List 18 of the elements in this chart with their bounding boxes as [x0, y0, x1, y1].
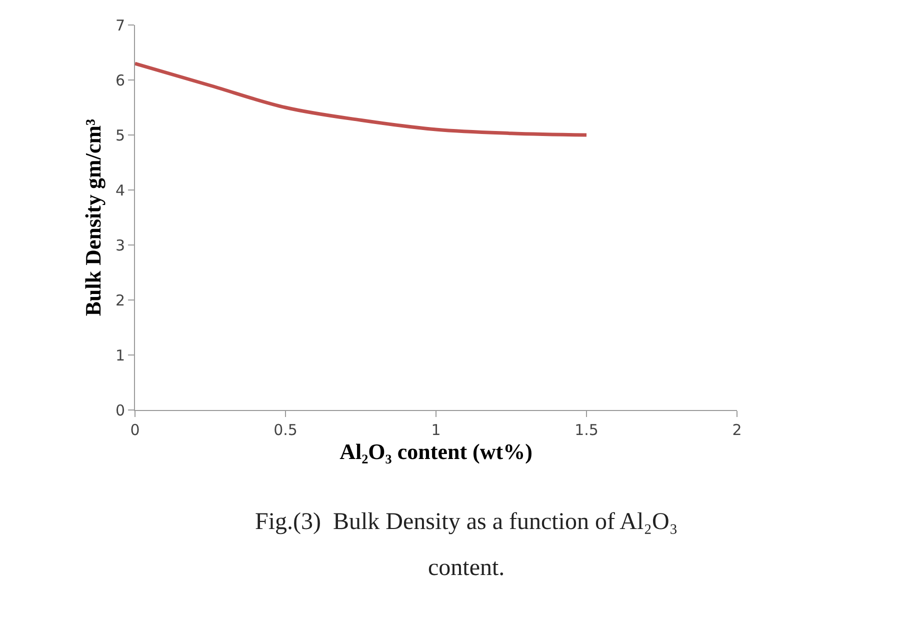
- text: content.: [428, 555, 505, 581]
- x-tick-label: 0.5: [274, 421, 298, 439]
- y-tick-label: 2: [115, 291, 125, 310]
- y-tick-label: 7: [115, 16, 125, 34]
- text: Fig.(3) Bulk Density as a function of Al₂O₃: [255, 509, 678, 535]
- y-tick-label: 0: [115, 401, 125, 420]
- y-tick-label: 5: [115, 126, 125, 144]
- y-tick-label: 1: [115, 346, 125, 364]
- x-tick-label: 1.5: [574, 421, 598, 439]
- x-axis-title: Al₂O₃ content (wt%): [340, 439, 532, 464]
- x-tick-label: 0: [130, 421, 140, 439]
- y-axis-title: Bulk Density gm/cm³: [80, 118, 106, 316]
- y-tick-label: 6: [115, 71, 125, 90]
- line-series: [135, 62, 588, 137]
- y-tick-label: 4: [115, 181, 125, 200]
- x-tick-label: 1: [431, 421, 441, 439]
- y-tick-label: 3: [115, 236, 125, 254]
- x-tick-label: 2: [732, 421, 742, 439]
